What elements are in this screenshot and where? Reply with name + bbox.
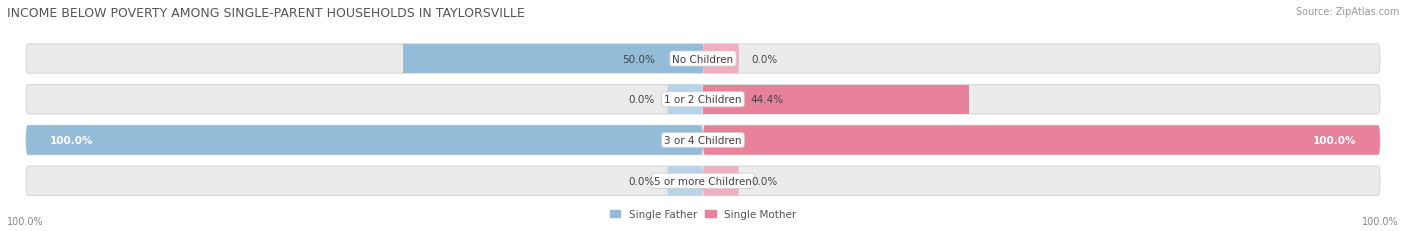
FancyBboxPatch shape bbox=[27, 166, 1379, 196]
Text: 100.0%: 100.0% bbox=[1312, 135, 1355, 145]
Legend: Single Father, Single Mother: Single Father, Single Mother bbox=[606, 205, 800, 224]
Text: 100.0%: 100.0% bbox=[51, 135, 94, 145]
Text: 44.4%: 44.4% bbox=[751, 95, 785, 105]
Bar bbox=[703, 85, 969, 114]
Text: 3 or 4 Children: 3 or 4 Children bbox=[664, 135, 742, 145]
FancyBboxPatch shape bbox=[703, 45, 740, 74]
Text: 1 or 2 Children: 1 or 2 Children bbox=[664, 95, 742, 105]
Text: 5 or more Children: 5 or more Children bbox=[654, 176, 752, 186]
Text: 100.0%: 100.0% bbox=[7, 216, 44, 226]
FancyBboxPatch shape bbox=[27, 45, 1379, 74]
FancyBboxPatch shape bbox=[703, 166, 740, 196]
Text: 0.0%: 0.0% bbox=[628, 176, 655, 186]
Text: 100.0%: 100.0% bbox=[1362, 216, 1399, 226]
FancyBboxPatch shape bbox=[666, 166, 703, 196]
Bar bbox=[404, 45, 703, 74]
FancyBboxPatch shape bbox=[666, 85, 703, 114]
Text: Source: ZipAtlas.com: Source: ZipAtlas.com bbox=[1295, 7, 1399, 17]
FancyBboxPatch shape bbox=[27, 126, 1379, 155]
Text: 0.0%: 0.0% bbox=[751, 176, 778, 186]
Text: 0.0%: 0.0% bbox=[751, 54, 778, 64]
FancyBboxPatch shape bbox=[27, 85, 1379, 114]
Text: No Children: No Children bbox=[672, 54, 734, 64]
Text: 0.0%: 0.0% bbox=[628, 95, 655, 105]
FancyBboxPatch shape bbox=[703, 126, 1379, 155]
FancyBboxPatch shape bbox=[27, 126, 703, 155]
Text: INCOME BELOW POVERTY AMONG SINGLE-PARENT HOUSEHOLDS IN TAYLORSVILLE: INCOME BELOW POVERTY AMONG SINGLE-PARENT… bbox=[7, 7, 524, 20]
Text: 50.0%: 50.0% bbox=[623, 54, 655, 64]
